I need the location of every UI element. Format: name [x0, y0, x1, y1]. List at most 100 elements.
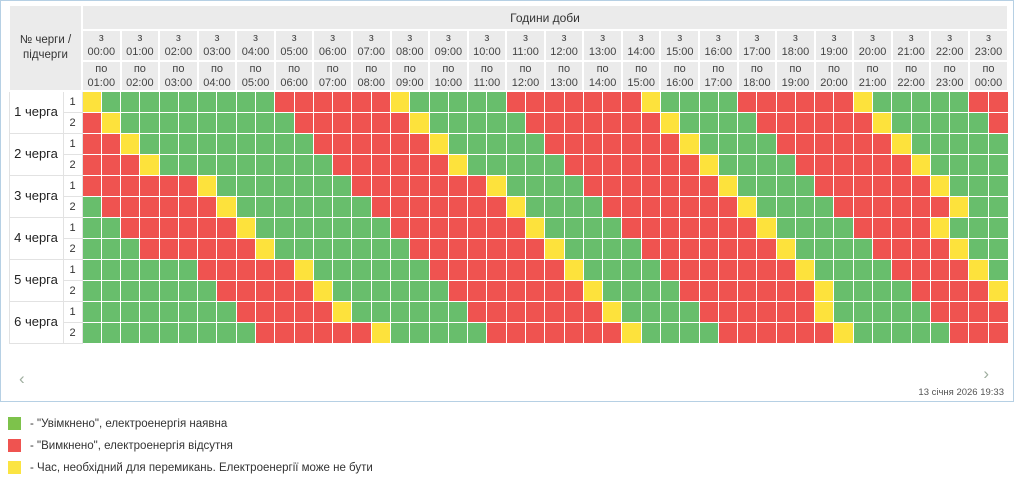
schedule-cell-on [177, 258, 199, 281]
schedule-cell-off [640, 153, 661, 176]
schedule-cell-off [737, 300, 758, 323]
schedule-cell-off [602, 174, 623, 197]
schedule-cell-on [505, 132, 526, 155]
schedule-cell-on [968, 153, 989, 176]
schedule-cell-switching [852, 90, 874, 113]
schedule-cell-on [120, 321, 141, 344]
schedule-cell-on [852, 237, 874, 260]
schedule-cell-off [216, 279, 237, 302]
schedule-cell-off [274, 321, 295, 344]
schedule-cell-on [544, 216, 565, 239]
schedule-cell-off [640, 132, 661, 155]
schedule-cell-off [698, 258, 719, 281]
schedule-cell-switching [698, 153, 719, 176]
schedule-cell-off [428, 258, 449, 281]
schedule-cell-on [679, 300, 700, 323]
schedule-cell-on [139, 258, 160, 281]
schedule-cell-off [872, 153, 893, 176]
schedule-cell-switching [120, 132, 141, 155]
schedule-cell-off [910, 216, 931, 239]
schedule-cell-on [216, 153, 237, 176]
hour-to-header: по 19:00 [775, 59, 816, 93]
schedule-cell-on [274, 111, 295, 134]
schedule-cell-on [833, 279, 854, 302]
schedule-cell-off [737, 321, 758, 344]
schedule-cell-off [737, 258, 758, 281]
schedule-cell-on [216, 300, 237, 323]
schedule-cell-on [177, 90, 199, 113]
schedule-cell-switching [100, 111, 122, 134]
schedule-cell-off [255, 279, 276, 302]
schedule-cell-switching [505, 195, 526, 218]
schedule-cell-on [814, 258, 835, 281]
schedule-cell-on [737, 111, 758, 134]
schedule-cell-off [891, 216, 912, 239]
schedule-cell-off [409, 216, 430, 239]
schedule-cell-on [467, 321, 488, 344]
schedule-row: 2 черга 1 [8, 132, 1009, 176]
schedule-cell-on [235, 195, 257, 218]
schedule-cell-switching [929, 216, 951, 239]
schedule-cell-on [563, 195, 584, 218]
schedule-cell-on [968, 237, 989, 260]
hour-from-header: з 09:00 [428, 29, 469, 62]
schedule-cell-off [428, 195, 449, 218]
schedule-cell-on [794, 237, 816, 260]
schedule-cell-off [833, 174, 854, 197]
schedule-cell-off [756, 90, 777, 113]
schedule-cell-off [505, 216, 526, 239]
schedule-cell-on [177, 279, 199, 302]
schedule-cell-on [235, 132, 257, 155]
schedule-cell-off [640, 237, 661, 260]
schedule-cell-on [602, 216, 623, 239]
schedule-cell-on [756, 132, 777, 155]
schedule-cell-on [717, 132, 739, 155]
schedule-cell-on [852, 321, 874, 344]
schedule-cell-off [139, 237, 160, 260]
schedule-cell-on [640, 279, 661, 302]
schedule-cell-on [351, 195, 372, 218]
schedule-cell-off [524, 258, 546, 281]
schedule-head: № черги / підчерги Години доби з 00:00 з 01:0… [7, 3, 1010, 93]
schedule-cell-on [872, 90, 893, 113]
schedule-cell-on [775, 153, 796, 176]
schedule-cell-off [255, 321, 276, 344]
schedule-cell-off [120, 216, 141, 239]
hour-from-header: з 01:00 [119, 29, 161, 62]
schedule-cell-off [197, 195, 218, 218]
schedule-cell-on [428, 321, 449, 344]
schedule-cell-on [158, 279, 179, 302]
schedule-cell-off [582, 153, 604, 176]
schedule-cell-off [544, 321, 565, 344]
schedule-cell-on [197, 132, 218, 155]
next-arrow-button[interactable]: › [983, 364, 989, 383]
schedule-cell-off [833, 90, 854, 113]
schedule-cell-on [447, 321, 469, 344]
schedule-cell-off [891, 195, 912, 218]
schedule-table: № черги / підчерги Години доби з 00:00 з 01:0… [7, 3, 1010, 344]
schedule-row: 2 [9, 153, 1009, 176]
schedule-cell-on [100, 321, 122, 344]
schedule-cell-switching [929, 174, 951, 197]
subqueue-label: 1 [62, 174, 83, 197]
schedule-cell-off [968, 90, 989, 113]
schedule-cell-on [158, 300, 179, 323]
schedule-cell-on [158, 321, 179, 344]
schedule-cell-off [120, 174, 141, 197]
schedule-cell-on [544, 195, 565, 218]
schedule-cell-on [235, 174, 257, 197]
schedule-cell-off [139, 174, 160, 197]
schedule-cell-on [139, 132, 160, 155]
schedule-cell-on [255, 174, 276, 197]
schedule-cell-on [486, 111, 507, 134]
schedule-cell-switching [544, 237, 565, 260]
schedule-cell-off [698, 216, 719, 239]
schedule-cell-on [370, 216, 392, 239]
schedule-cell-off [524, 111, 546, 134]
schedule-cell-on [81, 300, 102, 323]
schedule-cell-off [524, 321, 546, 344]
prev-arrow-button[interactable]: ‹ [19, 369, 25, 388]
hour-from-header: з 02:00 [158, 29, 199, 62]
schedule-cell-off [563, 279, 584, 302]
schedule-cell-off [409, 132, 430, 155]
